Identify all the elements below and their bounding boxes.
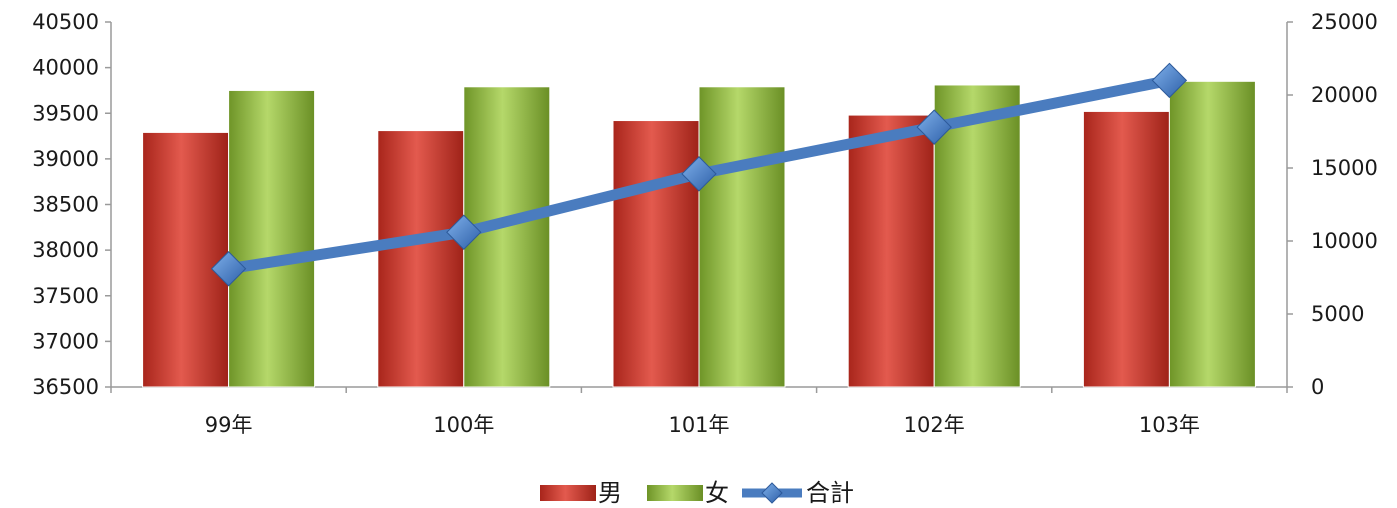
right-tick-label: 5000: [1311, 302, 1364, 326]
legend: 男 女 合計: [540, 479, 854, 507]
legend-swatch-male: [540, 485, 596, 501]
right-tick-label: 15000: [1311, 156, 1378, 180]
bar-male: [847, 114, 935, 388]
left-tick-label: 39500: [32, 101, 99, 125]
left-tick-label: 38000: [32, 238, 99, 262]
total-point: [446, 214, 482, 250]
total-point: [1151, 62, 1188, 99]
right-tick-label: 20000: [1311, 83, 1378, 107]
legend-label-male: 男: [598, 479, 622, 507]
legend-label-total: 合計: [806, 479, 854, 507]
bar-female: [1168, 80, 1256, 388]
x-tick-label: 100年: [433, 413, 494, 437]
right-tick-label: 25000: [1311, 10, 1378, 34]
bar-male: [377, 130, 465, 388]
right-tick-label: 0: [1311, 375, 1324, 399]
bar-male: [142, 131, 230, 388]
total-point: [210, 251, 247, 287]
bar-female: [933, 84, 1021, 388]
bars: [142, 80, 1256, 388]
axes: 36500 37000 37500 38000 38500 39000 39500 40000…: [32, 10, 1378, 437]
total-point: [916, 109, 952, 145]
legend-label-female: 女: [705, 479, 729, 507]
left-tick-label: 37500: [32, 284, 99, 308]
left-tick-label: 40000: [32, 56, 99, 80]
bar-male: [1082, 110, 1170, 388]
bar-female: [463, 86, 551, 388]
bar-female: [228, 89, 316, 388]
bar-male: [612, 120, 700, 388]
left-tick-label: 37000: [32, 329, 99, 353]
x-tick-label: 101年: [668, 413, 729, 437]
right-tick-label: 10000: [1311, 229, 1378, 253]
legend-swatch-female: [647, 485, 703, 501]
bar-female: [698, 86, 786, 388]
left-tick-label: 40500: [32, 10, 99, 34]
legend-swatch-marker-total: [761, 482, 783, 504]
total-line: [210, 62, 1188, 287]
total-point: [681, 156, 717, 192]
x-tick-label: 99年: [205, 413, 253, 437]
left-tick-label: 38500: [32, 193, 99, 217]
left-tick-label: 39000: [32, 147, 99, 171]
x-tick-label: 102年: [904, 413, 965, 437]
left-tick-label: 36500: [32, 375, 99, 399]
x-tick-label: 103年: [1139, 413, 1200, 437]
